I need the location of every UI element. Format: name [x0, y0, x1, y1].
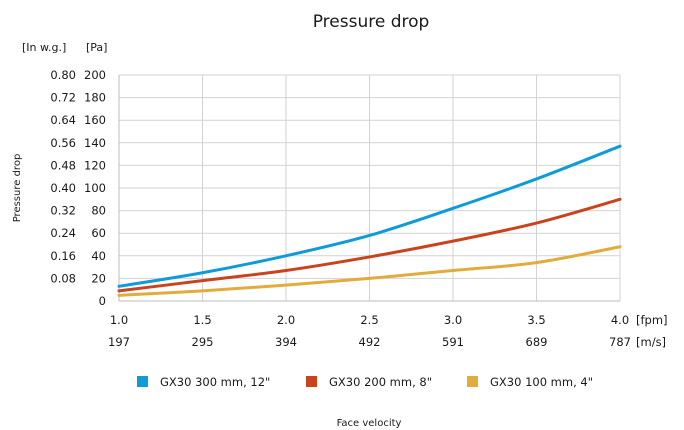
y-tick-inwg: 0.24 — [50, 226, 76, 240]
series-line-2 — [117, 197, 622, 293]
x-tick-secondary: 492 — [359, 335, 381, 349]
x-tick-primary: 2.0 — [277, 313, 295, 327]
y-tick-pa: 200 — [84, 68, 106, 82]
legend-label-1: GX30 300 mm, 12" — [160, 375, 270, 389]
y-tick-inwg: 0.40 — [50, 181, 76, 195]
y-tick-inwg: 0.80 — [50, 68, 76, 82]
chart-title: Pressure drop — [313, 12, 430, 32]
y-tick-inwg: 0.56 — [50, 136, 76, 150]
y-tick-inwg: 0.72 — [50, 91, 76, 105]
x-tick-primary: 2.5 — [360, 313, 378, 327]
y-unit-pa: [Pa] — [86, 41, 107, 54]
legend-label-3: GX30 100 mm, 4" — [490, 375, 593, 389]
x-tick-secondary: 787 — [609, 335, 631, 349]
y-tick-pa: 0 — [99, 294, 106, 308]
y-tick-inwg: 0.64 — [50, 113, 76, 127]
x-unit-fpm: [fpm] — [636, 313, 668, 327]
y-unit-inwg: [In w.g.] — [22, 41, 66, 54]
x-tick-secondary: 394 — [275, 335, 297, 349]
x-tick-primary: 3.0 — [444, 313, 462, 327]
y-tick-pa: 180 — [84, 91, 106, 105]
y-tick-pa: 140 — [84, 136, 106, 150]
y-tick-pa: 80 — [91, 204, 106, 218]
legend-swatch-1 — [137, 376, 148, 387]
x-tick-secondary: 689 — [526, 335, 548, 349]
legend-label-2: GX30 200 mm, 8" — [329, 375, 432, 389]
x-tick-primary: 3.5 — [527, 313, 545, 327]
x-tick-primary: 1.5 — [193, 313, 211, 327]
y-tick-pa: 120 — [84, 158, 106, 172]
y-tick-inwg: 0.16 — [50, 249, 76, 263]
x-tick-primary: 4.0 — [611, 313, 629, 327]
y-tick-inwg: 0.48 — [50, 158, 76, 172]
y-tick-pa: 100 — [84, 181, 106, 195]
x-tick-primary: 1.0 — [110, 313, 128, 327]
y-tick-pa: 20 — [91, 271, 106, 285]
x-tick-secondary: 591 — [442, 335, 464, 349]
y-tick-inwg: 0.32 — [50, 204, 76, 218]
series-line-3 — [117, 245, 622, 297]
y-tick-inwg: 0.08 — [50, 271, 76, 285]
y-tick-pa: 160 — [84, 113, 106, 127]
x-tick-secondary: 295 — [192, 335, 214, 349]
y-axis-label: Pressure drop — [12, 154, 23, 223]
y-tick-pa: 60 — [91, 226, 106, 240]
x-tick-secondary: 197 — [108, 335, 130, 349]
series-line-1 — [117, 144, 622, 288]
x-unit-ms: [m/s] — [636, 335, 666, 349]
legend-swatch-2 — [306, 376, 317, 387]
y-tick-pa: 40 — [91, 249, 106, 263]
legend-swatch-3 — [467, 376, 478, 387]
x-axis-label: Face velocity — [337, 418, 402, 429]
